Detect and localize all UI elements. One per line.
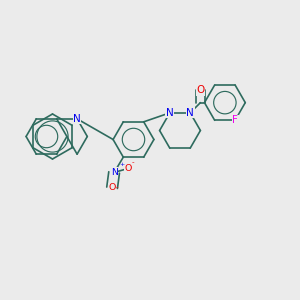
Text: N: N	[166, 108, 174, 118]
Text: N: N	[111, 168, 118, 177]
Text: O: O	[125, 164, 132, 173]
Text: O: O	[108, 183, 116, 192]
Text: N: N	[73, 114, 81, 124]
Text: +: +	[119, 162, 125, 167]
Text: F: F	[232, 115, 238, 125]
Text: O: O	[196, 85, 205, 95]
Text: -: -	[132, 159, 135, 165]
Text: -: -	[116, 184, 118, 190]
Text: N: N	[186, 108, 194, 118]
